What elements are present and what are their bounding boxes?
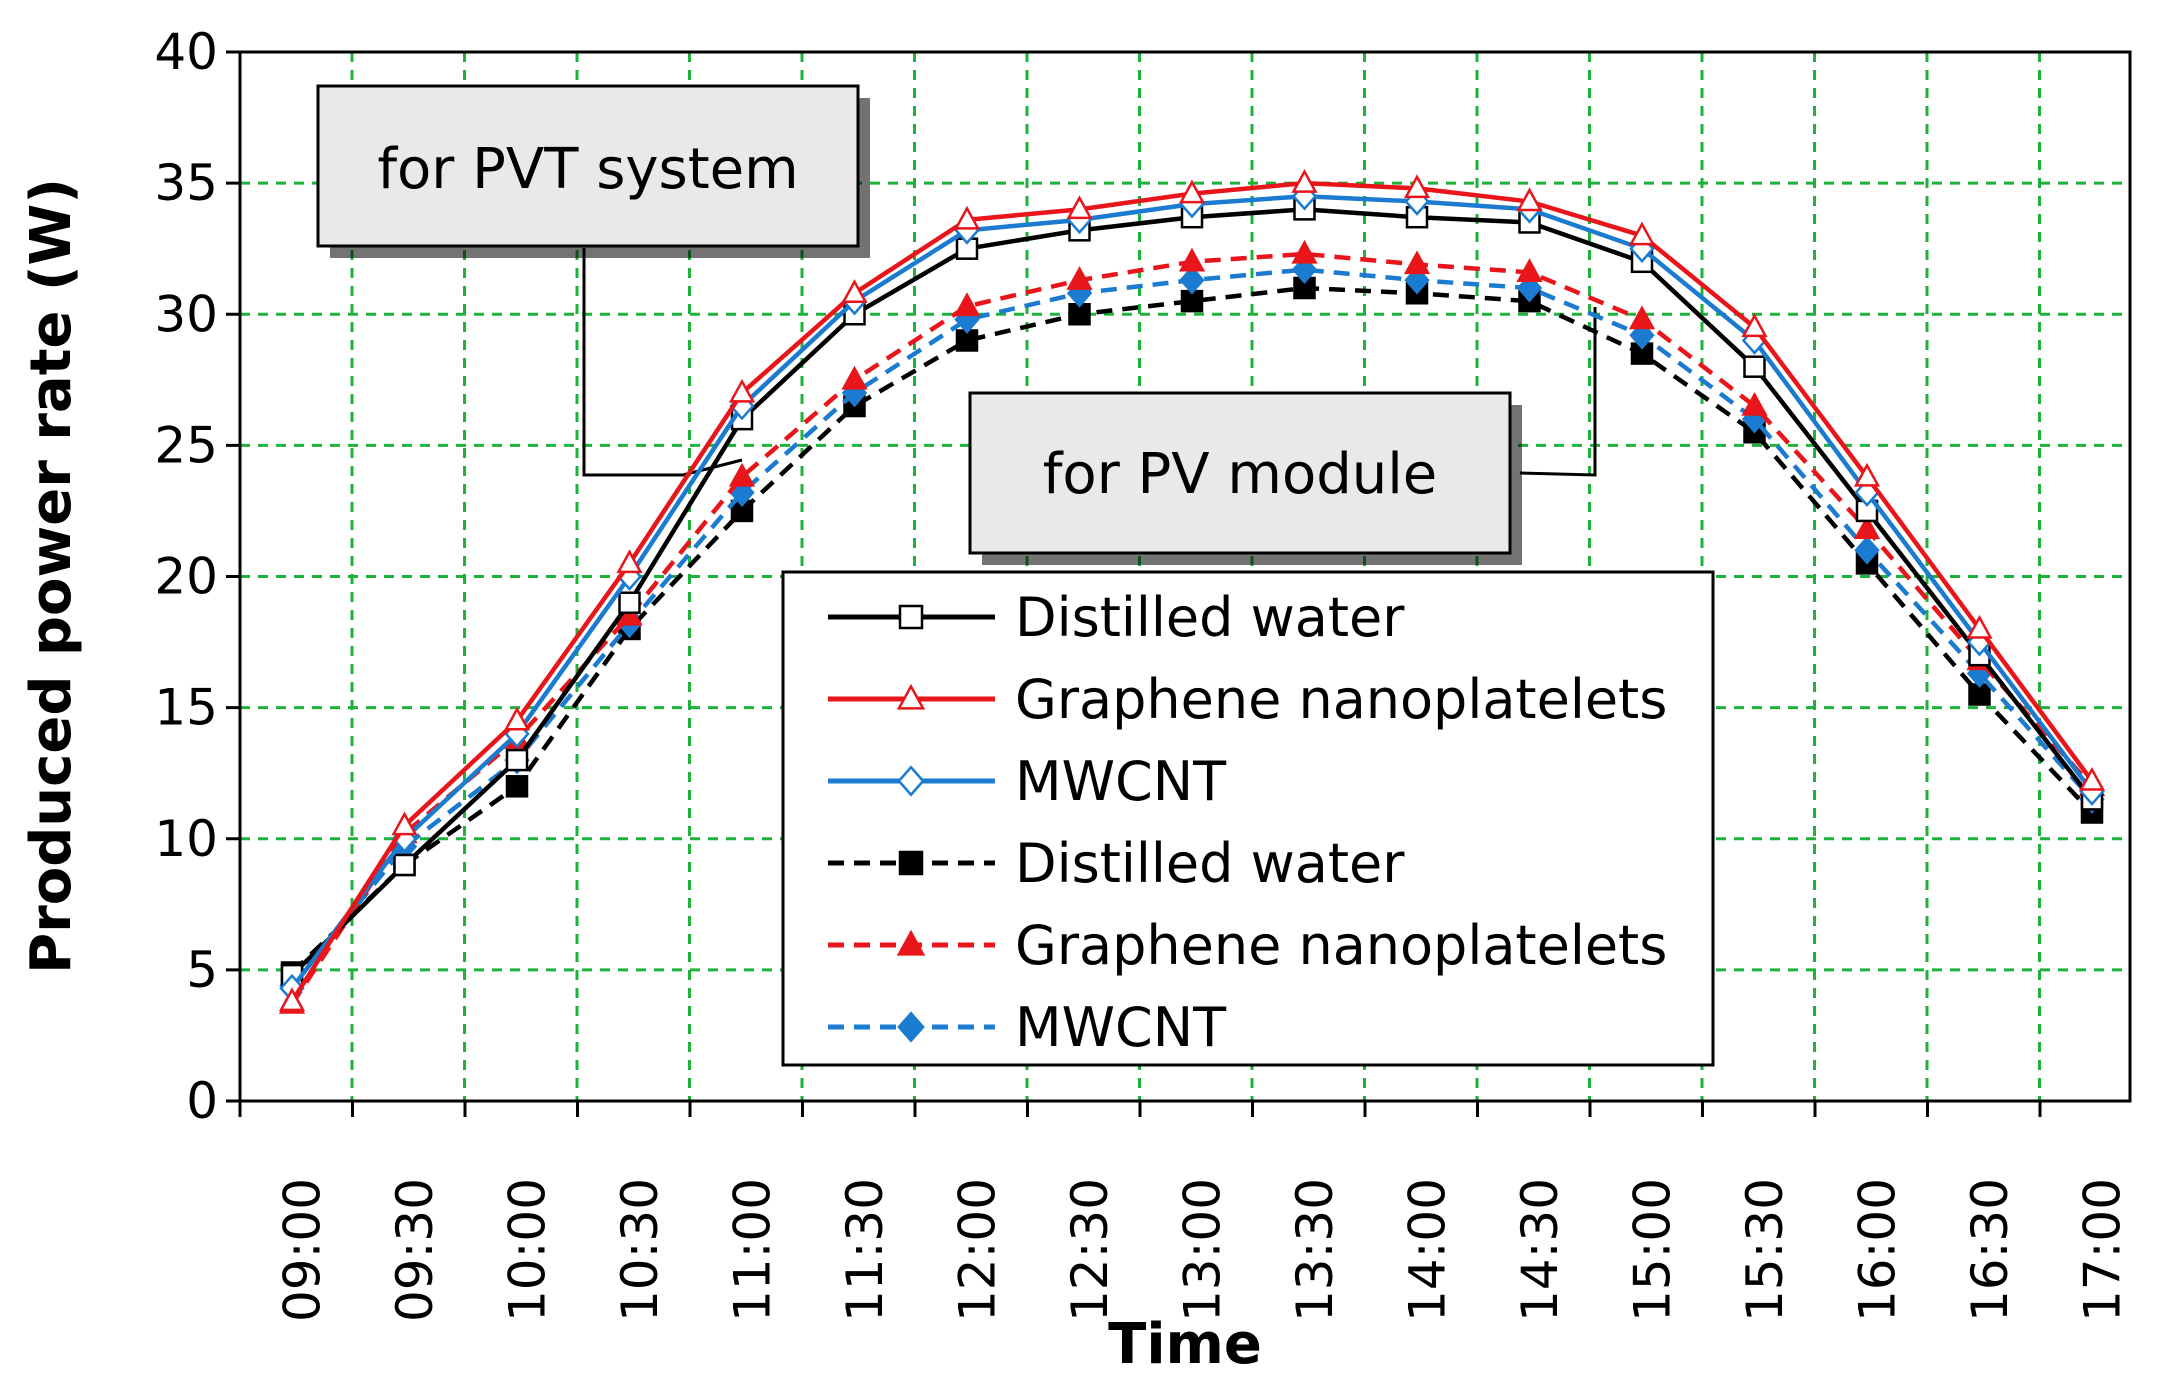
- data-point: [1291, 239, 1318, 264]
- data-point: [1178, 179, 1206, 204]
- data-point: [505, 748, 529, 772]
- x-tick-label: 14:30: [1511, 1178, 1569, 1322]
- data-point: [393, 853, 416, 877]
- data-point: [1853, 515, 1881, 540]
- legend-entry: MWCNT: [828, 750, 1227, 813]
- data-point: [728, 462, 756, 487]
- series-line: [290, 285, 2094, 975]
- y-tick-label: 40: [154, 23, 218, 81]
- x-tick-label: 13:00: [1174, 1178, 1232, 1322]
- x-tick-label: 12:30: [1061, 1178, 1119, 1322]
- legend-marker: [898, 604, 924, 630]
- x-tick-label: 16:00: [1849, 1178, 1907, 1322]
- pvt-annotation: for PVT system: [316, 84, 870, 258]
- x-tick-label: 15:30: [1736, 1178, 1794, 1322]
- legend-label: Graphene nanoplatelets: [1015, 914, 1667, 977]
- x-tick-label: 15:00: [1624, 1178, 1682, 1322]
- data-point: [1854, 535, 1880, 565]
- y-axis: 0 5 10 15 20 25 30 35 40: [154, 23, 240, 1130]
- y-axis-title: Produced power rate (W): [19, 178, 84, 974]
- x-tick-label: 17:00: [2074, 1178, 2132, 1322]
- pv-connector-line: [1519, 307, 1597, 477]
- data-point: [953, 205, 981, 230]
- legend-box: [781, 570, 1715, 1067]
- data-point: [841, 365, 868, 390]
- legend-entry: Distilled water: [828, 832, 1405, 895]
- y-tick-label: 5: [186, 941, 218, 999]
- data-point: [1291, 169, 1318, 193]
- data-point: [616, 549, 643, 574]
- data-point: [1066, 195, 1093, 220]
- series-layer: [278, 169, 2106, 1014]
- x-tick-label: 13:30: [1286, 1178, 1344, 1322]
- data-point: [1741, 391, 1768, 416]
- y-tick-label: 10: [154, 810, 218, 868]
- data-point: [1403, 174, 1431, 199]
- data-point: [2078, 766, 2106, 791]
- data-point: [1628, 305, 1656, 330]
- data-point: [1516, 187, 1543, 212]
- pvt-annotation-text: for PVT system: [377, 137, 798, 202]
- data-point: [505, 775, 529, 798]
- data-point: [1741, 313, 1768, 338]
- series-pvt-graphene-nanoplatelets: [278, 169, 2106, 1012]
- x-tick-label: 11:00: [724, 1178, 782, 1322]
- x-axis-title: Time: [1108, 1312, 1262, 1377]
- x-tick-label: 09:30: [386, 1178, 444, 1322]
- data-point: [728, 378, 756, 403]
- x-tick-label: 10:30: [611, 1178, 669, 1322]
- y-tick-label: 20: [154, 548, 218, 606]
- data-point: [616, 601, 643, 626]
- data-point: [1628, 221, 1656, 246]
- data-point: [841, 279, 868, 304]
- legend-marker: [897, 765, 925, 797]
- legend-entry: MWCNT: [828, 996, 1227, 1059]
- x-tick-label: 10:00: [499, 1178, 557, 1322]
- legend-label: Graphene nanoplatelets: [1015, 668, 1667, 731]
- y-tick-label: 30: [154, 285, 218, 343]
- legend-entry: Graphene nanoplatelets: [828, 914, 1667, 977]
- data-point: [1516, 258, 1543, 283]
- x-axis: 09:00 09:30 10:00 10:30 11:00 11:30 12:00 12:30…: [238, 1101, 2132, 1322]
- data-point: [618, 591, 641, 614]
- data-point: [391, 811, 418, 836]
- legend-label: MWCNT: [1015, 996, 1227, 1059]
- data-point: [953, 292, 981, 317]
- data-point: [1178, 247, 1206, 272]
- x-tick-label: 11:30: [836, 1178, 894, 1322]
- x-tick-label: 14:00: [1399, 1178, 1457, 1322]
- data-point: [503, 706, 531, 731]
- legend-label: MWCNT: [1015, 750, 1227, 813]
- legend-entry: Graphene nanoplatelets: [828, 668, 1667, 731]
- pv-annotation-text: for PV module: [1043, 442, 1438, 507]
- legend-marker: [896, 683, 926, 710]
- data-point: [278, 987, 306, 1012]
- pv-annotation: for PV module: [968, 391, 1522, 565]
- data-point: [1743, 355, 1766, 378]
- legend-marker: [898, 850, 924, 876]
- data-point: [1066, 266, 1093, 290]
- x-tick-label: 16:30: [1961, 1178, 2019, 1322]
- legend-label: Distilled water: [1015, 586, 1405, 649]
- legend: Distilled water Graphene nanoplatelets MWC…: [781, 570, 1715, 1067]
- y-tick-label: 0: [186, 1072, 218, 1130]
- x-tick-label: 09:00: [274, 1178, 332, 1322]
- data-point: [1403, 250, 1431, 275]
- y-tick-label: 35: [154, 154, 218, 212]
- data-point: [1966, 614, 1993, 639]
- x-tick-label: 12:00: [949, 1178, 1007, 1322]
- legend-marker: [896, 929, 926, 956]
- data-point: [1853, 462, 1881, 487]
- legend-marker: [897, 1011, 925, 1043]
- legend-entry: Distilled water: [828, 586, 1405, 649]
- y-tick-label: 15: [154, 679, 218, 737]
- y-tick-label: 25: [154, 416, 218, 474]
- data-point: [1179, 265, 1205, 295]
- legend-label: Distilled water: [1015, 832, 1405, 895]
